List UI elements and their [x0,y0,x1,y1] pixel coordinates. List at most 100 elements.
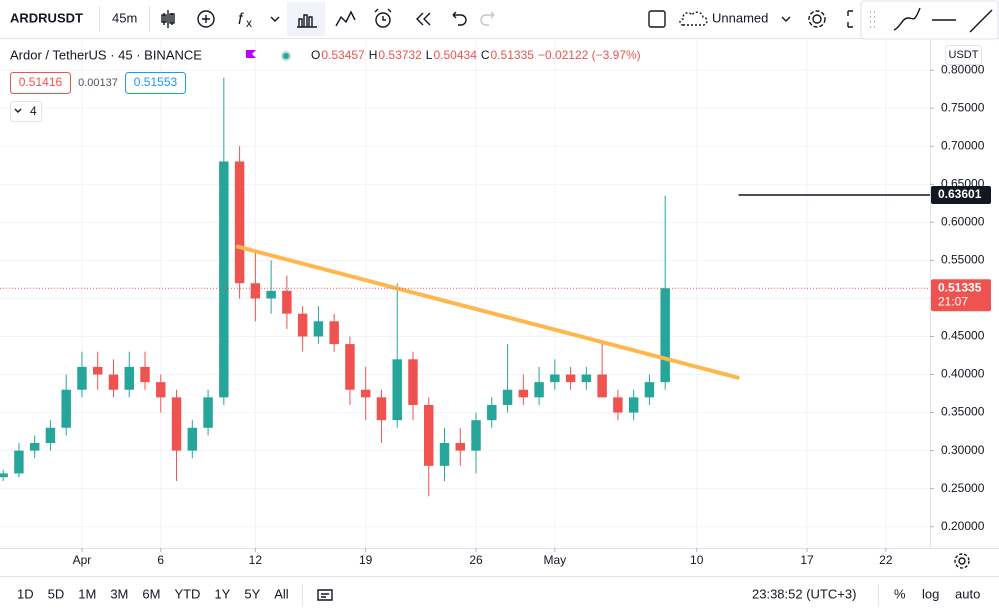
compare-icon[interactable] [197,10,215,28]
candle-body [628,397,639,413]
bid[interactable]: 0.51416 [19,75,63,89]
indicators-toggle[interactable] [10,101,42,122]
undo-icon[interactable] [452,11,467,26]
candle-body [455,443,465,451]
flag[interactable] [246,50,256,58]
fullscreen-icon[interactable] [648,10,666,28]
candle-body [487,404,497,421]
candle-body [360,389,371,398]
candle-body [93,366,103,375]
range-button[interactable]: 1Y [214,586,230,601]
percent-toggle[interactable]: % [894,586,906,601]
y-tick-label: 0.45000 [941,329,985,343]
ohlc-value: 0.50434 [433,48,477,62]
range-button[interactable]: YTD [174,586,200,601]
symbol[interactable]: ARDRUSDT [10,10,83,25]
trend-line[interactable] [236,244,740,380]
candle-body [124,366,134,390]
candle-body [266,290,276,299]
candle-body [29,443,40,451]
x-tick-label: 26 [469,553,483,567]
brush-icon[interactable] [893,7,921,31]
candle-body [392,359,402,421]
candle-body [424,404,434,466]
candle-body [203,397,213,428]
price-label-box [931,185,991,204]
date-range-icon[interactable] [317,589,333,601]
interval[interactable]: 45m [112,10,137,25]
candle-body [534,382,544,398]
indicator-count: 4 [30,104,37,118]
alert-icon[interactable] [374,8,392,28]
redo-icon [480,11,495,26]
cloud-icon[interactable] [679,11,708,26]
x-tick-label: 12 [249,553,263,567]
x-tick-label: 6 [157,553,164,567]
templates-icon[interactable] [335,10,356,27]
y-tick-label: 0.40000 [941,367,985,381]
range-button[interactable]: 6M [142,586,160,601]
ohlc-value: 0.51335 [491,48,535,62]
settings-icon[interactable] [808,10,826,28]
ask-box[interactable] [125,72,186,94]
candle-body [219,161,229,398]
candle-body [502,389,513,405]
bid-box[interactable] [10,72,71,94]
chart-settings-icon[interactable] [954,553,970,569]
y-tick-label: 0.70000 [941,138,985,152]
ohlc-key: L [426,48,433,62]
layout-name[interactable]: Unnamed [712,10,768,25]
currency-box[interactable] [945,45,982,65]
candle-icon[interactable] [161,10,175,28]
ohlc-key: H [369,48,378,62]
bars-icon[interactable] [297,14,317,28]
plot [0,77,930,497]
drag-handle[interactable] [870,11,875,28]
ohlc-value: 0.53732 [378,48,422,62]
candle-body [329,321,339,345]
log-toggle[interactable]: log [922,586,939,601]
candle-body [187,427,198,451]
clock[interactable]: 23:38:52 (UTC+3) [752,586,856,601]
range-button[interactable]: 1M [78,586,96,601]
candle-body [14,450,24,474]
active-tool[interactable] [287,2,325,36]
range-button[interactable]: 3M [110,586,128,601]
trendline-icon[interactable] [969,9,993,33]
candle-body [660,288,670,383]
candle-body [234,161,245,284]
candle-body [550,374,560,383]
candle-body [313,321,324,337]
grid [0,39,930,548]
range-button[interactable]: All [274,586,289,601]
dropdown[interactable] [781,16,791,22]
x-tick-label: 17 [800,553,814,567]
range-button[interactable]: 5D [48,586,65,601]
candle-body [613,397,623,413]
candle-body [171,397,182,451]
ask[interactable]: 0.51553 [134,75,178,89]
ohlc-value: 0.53457 [321,48,365,62]
y-tick-label: 0.30000 [941,443,985,457]
y-tick-label: 0.75000 [941,100,985,114]
legend-title: Ardor / TetherUS · 45 · BINANCE [10,47,202,62]
x-tick-label: May [544,553,567,567]
status-dot [283,53,289,59]
candle-body [581,374,592,383]
candle-body [77,366,87,390]
change: −0.02122 (−3.97%) [538,48,641,62]
auto-toggle[interactable]: auto [955,586,980,601]
range-buttons: 1D 5D 1M 3M 6M YTD 1Y 5Y All [17,586,289,601]
snapshot-icon[interactable] [847,10,853,28]
range-button[interactable]: 1D [17,586,34,601]
svg-text:f: f [238,11,244,28]
range-button[interactable]: 5Y [244,586,260,601]
replay-icon[interactable] [416,12,431,26]
candle-body [282,290,292,314]
svg-text:x: x [246,16,252,30]
spread: 0.00137 [78,77,118,89]
candle-body [45,427,56,444]
x-tick-label: 22 [879,553,893,567]
